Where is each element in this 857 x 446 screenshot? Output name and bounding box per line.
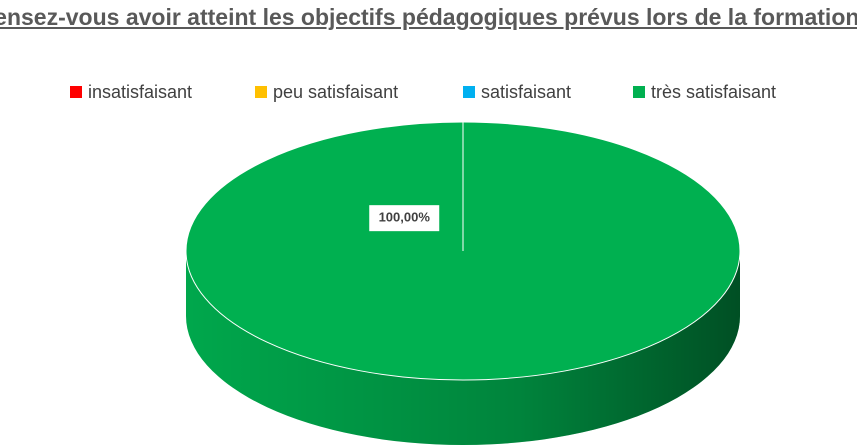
legend-swatch xyxy=(463,86,475,98)
legend-label: peu satisfaisant xyxy=(273,82,398,102)
value-label: 100,00% xyxy=(379,210,431,225)
legend-label: satisfaisant xyxy=(481,82,571,102)
side-shade xyxy=(186,251,740,445)
chart-title: pensez-vous avoir atteint les objectifs … xyxy=(0,4,857,30)
legend-swatch xyxy=(255,86,267,98)
legend-label: très satisfaisant xyxy=(651,82,776,102)
legend-label: insatisfaisant xyxy=(88,82,192,102)
legend-swatch xyxy=(70,86,82,98)
value-label-box xyxy=(369,205,440,232)
legend-swatch xyxy=(633,86,645,98)
